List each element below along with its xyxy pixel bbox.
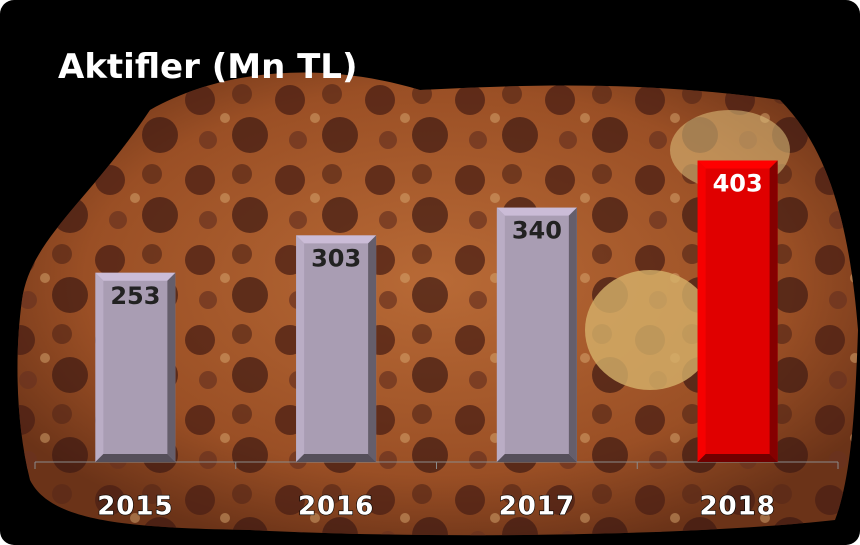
bar-bevel [697, 454, 778, 462]
bar [496, 207, 577, 462]
bar-bevel [368, 235, 377, 462]
bar-bevel [296, 454, 377, 462]
bar-bevel [496, 454, 577, 462]
bar-bevel [95, 272, 176, 281]
bar-bevel [697, 160, 706, 462]
bar-bevel [95, 272, 104, 462]
x-tick-label: 2018 [699, 492, 775, 522]
bar-bevel [167, 272, 176, 462]
chart-title: Aktifler (Mn TL) [58, 47, 358, 87]
bar-bevel [697, 160, 778, 169]
value-label: 340 [512, 217, 562, 245]
bar-bevel [296, 235, 377, 244]
bar [697, 160, 778, 462]
bar [95, 272, 176, 462]
rock-highlight [585, 270, 715, 390]
rock-texture [17, 72, 858, 536]
value-label: 253 [110, 282, 160, 310]
x-tick-label: 2017 [499, 492, 575, 522]
bar-bevel [496, 207, 505, 462]
x-tick-label: 2015 [97, 492, 173, 522]
bar-bevel [568, 207, 577, 462]
bar-bevel [95, 454, 176, 462]
bar [296, 235, 377, 462]
x-tick-label: 2016 [298, 492, 374, 522]
value-label: 403 [713, 170, 763, 198]
bar-bevel [496, 207, 577, 216]
value-label: 303 [311, 244, 361, 272]
bar-bevel [769, 160, 778, 462]
bar-bevel [296, 235, 305, 462]
